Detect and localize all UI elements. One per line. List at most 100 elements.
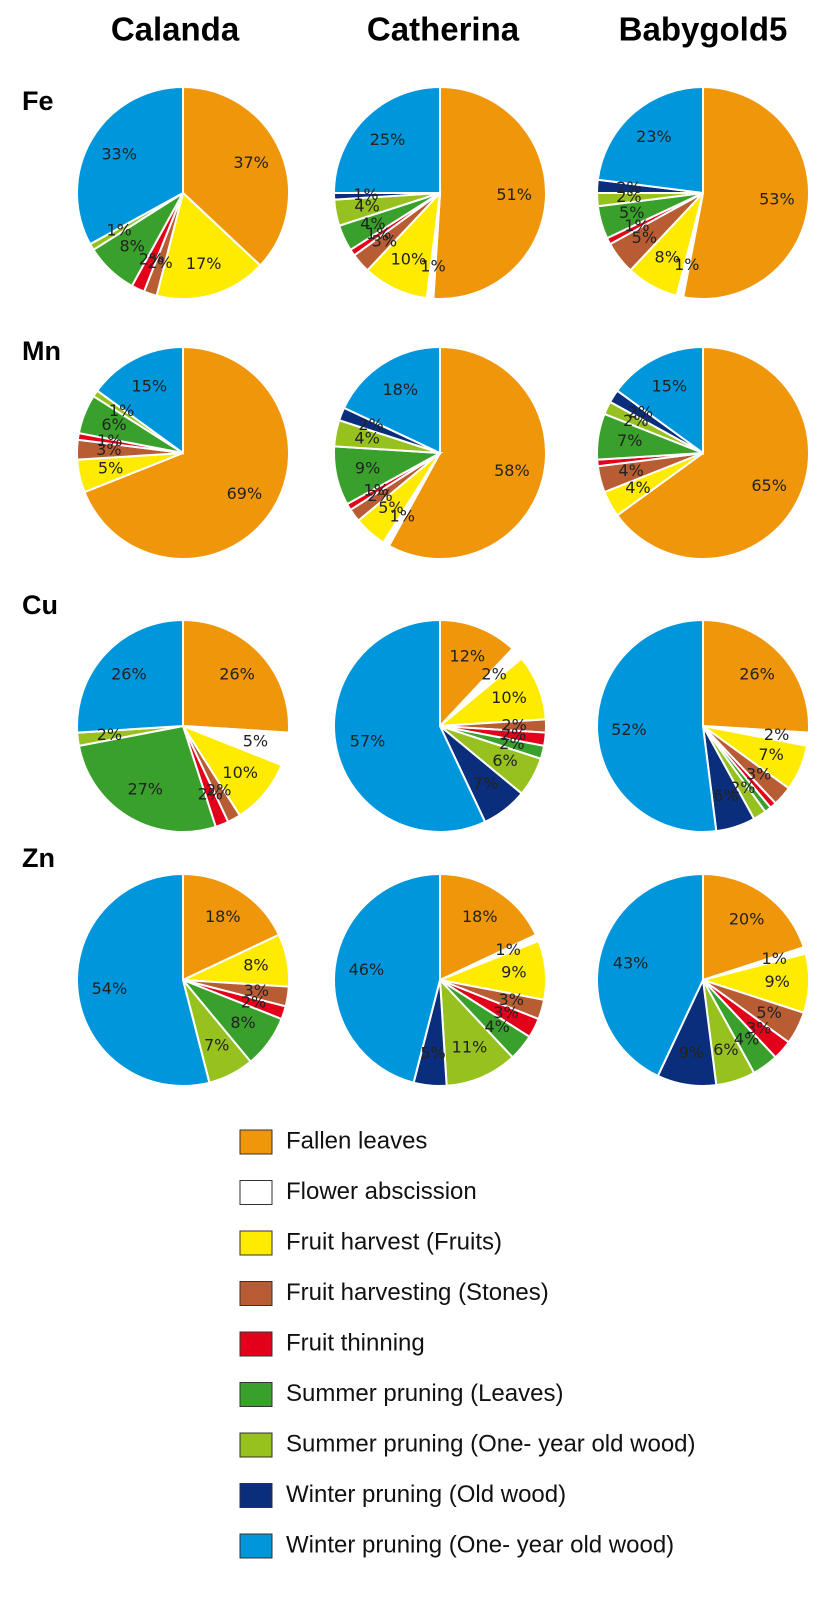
- data-label: 5%: [378, 498, 403, 517]
- data-label: 18%: [205, 907, 241, 926]
- legend-swatch: [239, 1432, 273, 1458]
- column-header: Babygold5: [619, 11, 788, 48]
- data-label: 1%: [366, 224, 391, 243]
- legend-label: Fallen leaves: [286, 1127, 427, 1154]
- data-label: 4%: [625, 478, 650, 497]
- data-label: 2%: [501, 725, 526, 744]
- data-label: 2%: [198, 784, 223, 803]
- data-label: 11%: [452, 1038, 488, 1057]
- data-label: 3%: [372, 232, 397, 251]
- data-label: 6%: [713, 786, 738, 805]
- data-label: 26%: [739, 665, 775, 684]
- data-label: 17%: [186, 254, 222, 273]
- data-label: 5%: [632, 228, 657, 247]
- legend-label: Fruit harvesting (Stones): [286, 1279, 549, 1306]
- data-label: 6%: [713, 1040, 738, 1059]
- pie-slice: [439, 872, 538, 982]
- data-label: 65%: [751, 476, 787, 495]
- legend-label: Winter pruning (Old wood): [286, 1481, 566, 1508]
- pie-slice: [76, 85, 184, 246]
- pie-slice: [76, 872, 211, 1087]
- pie-slice: [76, 618, 184, 734]
- data-label: 9%: [501, 963, 526, 982]
- pie-slice: [615, 345, 704, 455]
- data-label: 3%: [746, 1019, 771, 1038]
- data-label: 53%: [759, 189, 795, 208]
- data-label: 3%: [746, 765, 771, 784]
- column-header: Catherina: [367, 11, 520, 48]
- data-label: 9%: [764, 972, 789, 991]
- legend-swatch: [239, 1180, 273, 1205]
- data-label: 58%: [494, 461, 530, 480]
- data-label: 7%: [617, 431, 642, 450]
- data-label: 1%: [353, 185, 378, 204]
- data-label: 1%: [762, 949, 787, 968]
- legend-swatch: [239, 1129, 273, 1155]
- pie-slice: [596, 85, 704, 195]
- pie-slice: [596, 618, 718, 833]
- data-label: 25%: [370, 130, 406, 149]
- data-label: 5%: [98, 459, 123, 478]
- legend-swatch: [239, 1331, 273, 1357]
- data-label: 7%: [473, 774, 498, 793]
- data-label: 12%: [450, 647, 486, 666]
- data-label: 18%: [382, 380, 418, 399]
- legend-swatch: [239, 1230, 273, 1256]
- data-label: 4%: [360, 214, 385, 233]
- data-label: 2%: [628, 403, 653, 422]
- data-label: 1%: [363, 480, 388, 499]
- data-label: 10%: [491, 688, 527, 707]
- data-label: 7%: [204, 1036, 229, 1055]
- data-label: 18%: [462, 907, 498, 926]
- data-label: 1%: [390, 506, 415, 525]
- pie-slice: [438, 977, 514, 1087]
- data-label: 2%: [623, 411, 648, 430]
- pie-slice: [155, 191, 262, 300]
- data-label: 7%: [758, 745, 783, 764]
- data-label: 8%: [120, 237, 145, 256]
- pie-slice: [83, 345, 290, 560]
- data-label: 2%: [147, 253, 172, 272]
- data-label: 9%: [355, 459, 380, 478]
- data-label: 2%: [358, 415, 383, 434]
- data-label: 2%: [139, 250, 164, 269]
- data-label: 1%: [109, 401, 134, 420]
- data-label: 15%: [652, 376, 688, 395]
- data-label: 2%: [730, 778, 755, 797]
- data-label: 26%: [111, 665, 147, 684]
- legend-swatch: [239, 1483, 273, 1508]
- data-label: 1%: [420, 256, 445, 275]
- data-label: 2%: [499, 734, 524, 753]
- data-label: 2%: [206, 781, 231, 800]
- data-label: 37%: [233, 153, 269, 172]
- data-label: 20%: [729, 909, 765, 928]
- pie-slice: [702, 872, 806, 982]
- row-label: Mn: [22, 336, 61, 366]
- data-label: 4%: [354, 196, 379, 215]
- legend-swatch: [239, 1533, 273, 1559]
- data-label: 6%: [101, 415, 126, 434]
- data-label: 1%: [106, 220, 131, 239]
- row-label: Zn: [22, 843, 55, 873]
- data-label: 27%: [127, 779, 163, 798]
- column-header: Calanda: [111, 11, 240, 48]
- pie-slice: [439, 618, 514, 729]
- data-label: 3%: [493, 1003, 518, 1022]
- pie-slice: [333, 872, 441, 1084]
- data-label: 2%: [616, 178, 641, 197]
- pie-slice: [702, 618, 810, 734]
- data-label: 2%: [241, 992, 266, 1011]
- data-label: 2%: [764, 725, 789, 744]
- data-label: 1%: [495, 940, 520, 959]
- data-label: 33%: [101, 145, 137, 164]
- legend-swatch: [239, 1382, 273, 1407]
- row-label: Cu: [22, 590, 58, 620]
- data-label: 52%: [611, 720, 647, 739]
- pie-slice: [182, 618, 290, 734]
- data-label: 1%: [97, 431, 122, 450]
- data-label: 4%: [484, 1017, 509, 1036]
- legend-label: Fruit harvest (Fruits): [286, 1228, 502, 1255]
- row-label: Fe: [22, 86, 54, 116]
- pie-slice: [182, 85, 290, 267]
